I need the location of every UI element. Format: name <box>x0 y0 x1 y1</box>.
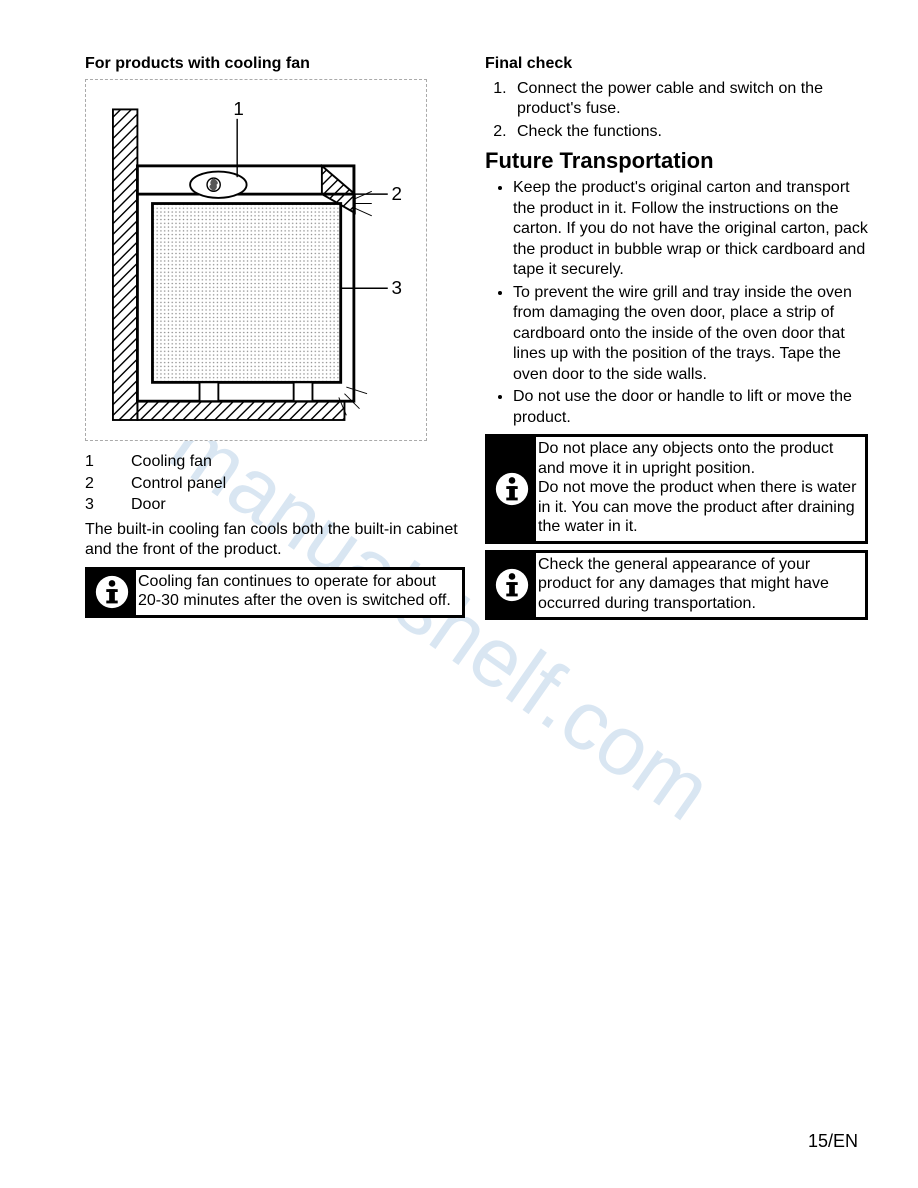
info-icon <box>88 570 136 615</box>
oven-diagram: 1 2 3 <box>85 79 427 441</box>
legend-label: Door <box>131 494 166 516</box>
legend-num: 1 <box>85 451 131 473</box>
left-column: For products with cooling fan <box>85 55 465 626</box>
future-transport-list: Keep the product's original carton and t… <box>485 178 868 428</box>
cooling-fan-heading: For products with cooling fan <box>85 55 465 73</box>
info-box-cooling: Cooling fan continues to operate for abo… <box>85 567 465 618</box>
final-check-heading: Final check <box>485 55 868 73</box>
legend-row: 3 Door <box>85 494 465 516</box>
info-box-transport-2: Check the general appearance of your pro… <box>485 550 868 621</box>
legend-row: 2 Control panel <box>85 473 465 495</box>
legend-row: 1 Cooling fan <box>85 451 465 473</box>
info-text: Check the general appearance of your pro… <box>536 553 865 618</box>
diagram-svg: 1 2 3 <box>96 90 416 430</box>
list-item: Keep the product's original carton and t… <box>513 178 868 280</box>
legend-label: Cooling fan <box>131 451 212 473</box>
list-item: Do not use the door or handle to lift or… <box>513 387 868 428</box>
info-text: Do not place any objects onto the produc… <box>536 437 865 541</box>
legend-num: 2 <box>85 473 131 495</box>
page-number: 15/EN <box>808 1131 858 1152</box>
info-box-transport-1: Do not place any objects onto the produc… <box>485 434 868 544</box>
diagram-callout-1: 1 <box>233 98 243 119</box>
diagram-callout-2: 2 <box>392 183 402 204</box>
final-check-list: Connect the power cable and switch on th… <box>485 79 868 142</box>
future-transport-heading: Future Transportation <box>485 148 868 174</box>
right-column: Final check Connect the power cable and … <box>485 55 868 626</box>
info-icon <box>488 437 536 541</box>
info-text: Cooling fan continues to operate for abo… <box>136 570 462 615</box>
legend-label: Control panel <box>131 473 226 495</box>
info-icon <box>488 553 536 618</box>
list-item: Check the functions. <box>511 122 868 142</box>
list-item: To prevent the wire grill and tray insid… <box>513 283 868 385</box>
legend-num: 3 <box>85 494 131 516</box>
cooling-fan-paragraph: The built-in cooling fan cools both the … <box>85 520 465 561</box>
diagram-callout-3: 3 <box>392 277 402 298</box>
list-item: Connect the power cable and switch on th… <box>511 79 868 120</box>
diagram-legend: 1 Cooling fan 2 Control panel 3 Door <box>85 451 465 516</box>
